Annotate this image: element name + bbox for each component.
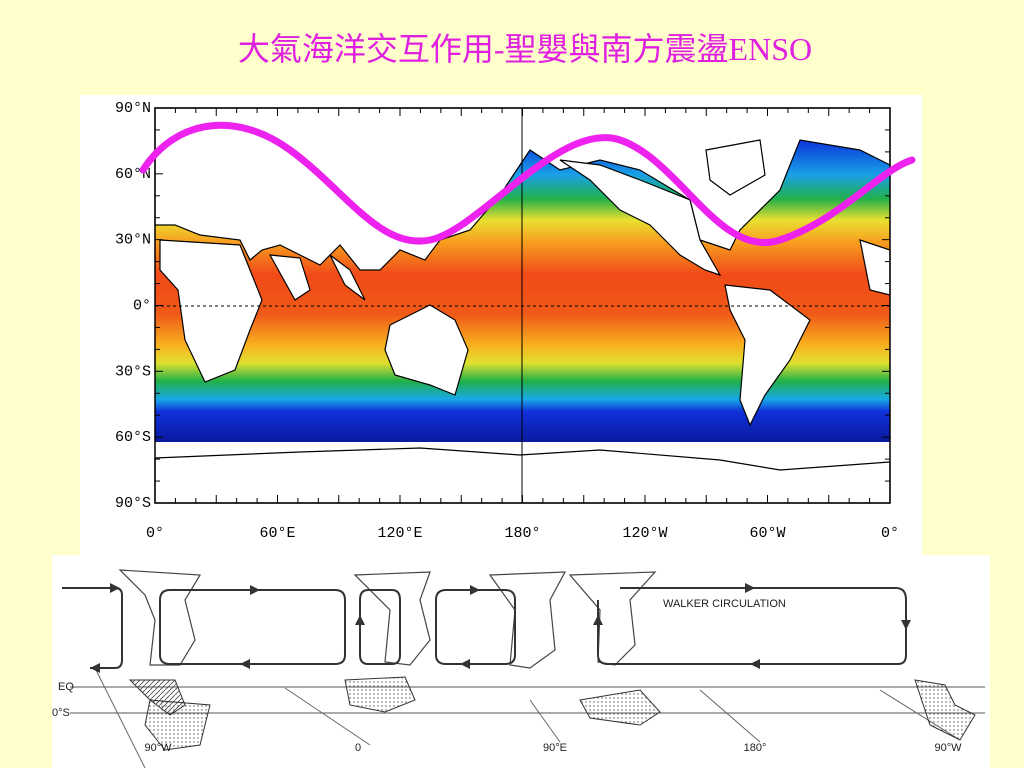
lat-label: 30°N [115,232,151,249]
lon-label: 0 [355,742,361,754]
lon-label: 60°W [749,525,785,542]
lon-label: 90°E [543,742,567,754]
land-dots [914,679,976,741]
lon-label: 0° [146,525,164,542]
meridians [94,667,961,768]
walker-diagram: WALKER CIRCULATION EQ 0°S 90°W 0 90°E 180° 9… [52,555,990,768]
lat-label: 90°N [115,100,151,117]
lon-label: 120°W [622,525,667,542]
lon-label: 180° [744,742,767,754]
lon-label: 60°E [259,525,295,542]
lon-label: 120°E [377,525,422,542]
lon-label: 0° [881,525,899,542]
jet-stream-wave [139,121,916,246]
lat-label: 0° [133,297,151,314]
lat-label: 90°S [115,495,151,512]
lon-label: 90°W [934,742,962,754]
lat-label: EQ [58,681,74,693]
sst-map: 90°N60°N30°N0°30°S60°S90°S0° 60°E 120°E 180… [80,95,922,555]
walker-label: WALKER CIRCULATION [663,598,786,610]
lat-label: 60°S [115,429,151,446]
slide-title: 大氣海洋交互作用-聖嬰與南方震盪ENSO [238,31,812,67]
lat-label: 0°S [52,707,70,719]
arrowheads [90,583,911,673]
lon-labels: 90°W 0 90°E 180° 90°W [144,742,962,754]
land-dots [344,676,416,713]
lat-label: 30°S [115,363,151,380]
clouds [118,569,657,669]
land-dots [144,699,211,751]
lon-label: 90°W [144,742,172,754]
land-dots [579,689,661,726]
lon-label: 180° [504,525,540,542]
